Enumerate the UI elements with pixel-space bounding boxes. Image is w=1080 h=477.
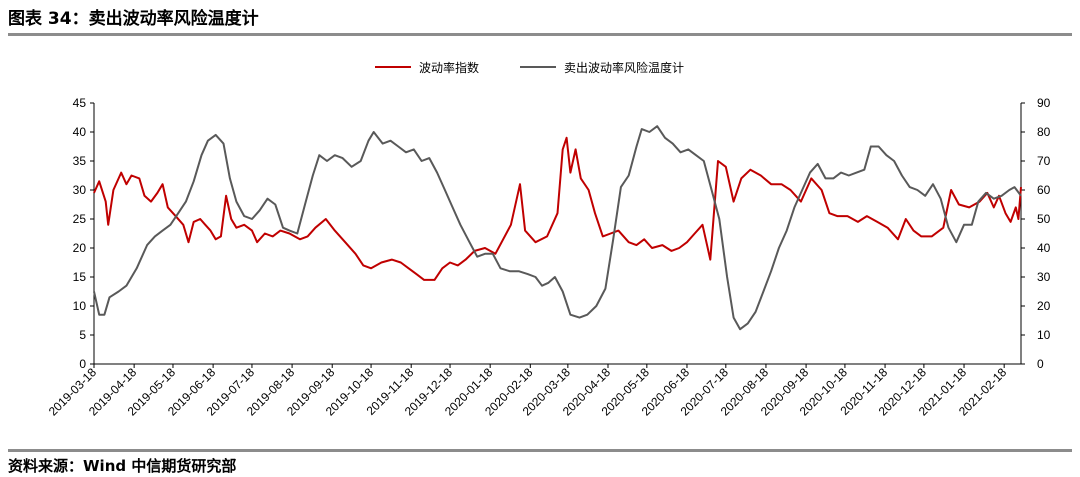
left-axis-tick-label: 15 [73,270,87,284]
right-axis-tick-label: 0 [1037,357,1044,371]
source-divider [8,449,1072,452]
series-line-2 [93,125,1022,331]
right-axis-tick-label: 50 [1037,212,1051,226]
chart-legend: 波动率指数 卖出波动率风险温度计 [375,60,684,75]
left-axis-tick-label: 35 [73,154,87,168]
right-axis-tick-label: 70 [1037,154,1051,168]
right-axis-tick-label: 30 [1037,270,1051,284]
left-axis-tick-label: 45 [73,96,87,110]
right-axis-tick-label: 60 [1037,183,1051,197]
left-axis-tick-label: 0 [79,357,86,371]
left-axis-tick-label: 5 [79,328,86,342]
left-axis-tick-label: 10 [73,299,87,313]
source-note: 资料来源：Wind 中信期货研究部 [8,457,237,475]
chart-series [93,125,1022,331]
right-axis-tick-label: 90 [1037,96,1051,110]
title-divider [8,33,1072,36]
figure-title: 图表 34：卖出波动率风险温度计 [8,9,259,29]
right-axis-tick-label: 40 [1037,241,1051,255]
legend-label-1: 波动率指数 [419,60,479,75]
chart-axes: 0510152025303540450102030405060708090201… [46,96,1051,419]
left-axis-tick-label: 30 [73,183,87,197]
left-axis-tick-label: 40 [73,125,87,139]
right-axis-tick-label: 10 [1037,328,1051,342]
series-line-1 [93,136,1022,281]
legend-label-2: 卖出波动率风险温度计 [564,60,684,75]
right-axis-tick-label: 80 [1037,125,1051,139]
left-axis-tick-label: 20 [73,241,87,255]
line-chart: 波动率指数 卖出波动率风险温度计 0 5 10 15 20 25 30 35 40 45 0 10 20 3… [46,60,1051,419]
left-axis-tick-label: 25 [73,212,87,226]
right-axis-tick-label: 20 [1037,299,1051,313]
